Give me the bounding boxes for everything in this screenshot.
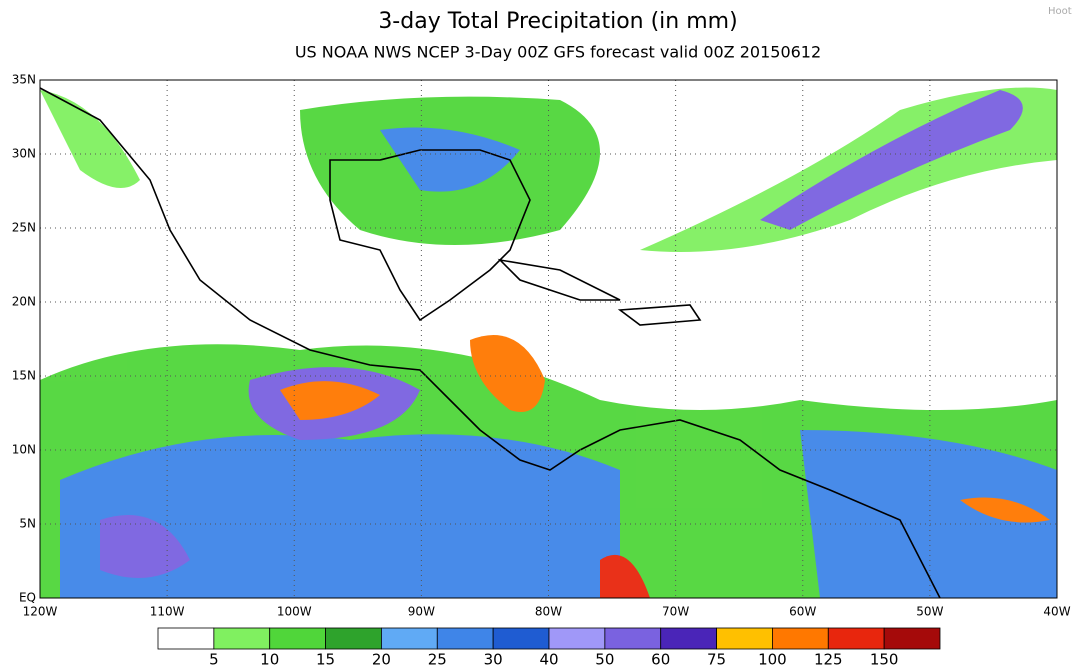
colorbar-label: 25 xyxy=(428,651,447,668)
colorbar-swatch xyxy=(772,627,829,650)
lat-label: 25N xyxy=(12,221,36,235)
colorbar-label: 5 xyxy=(209,651,219,668)
colorbar-swatch xyxy=(492,627,550,650)
colorbar-label: 60 xyxy=(651,651,670,668)
lat-label: 10N xyxy=(12,443,36,457)
lon-label: 50W xyxy=(916,605,943,619)
lon-label: 70W xyxy=(662,605,689,619)
colorbar-swatch xyxy=(269,627,326,650)
colorbar-label: 50 xyxy=(595,651,614,668)
lat-label: 5N xyxy=(19,517,36,531)
colorbar-label: 40 xyxy=(539,651,558,668)
colorbar-swatch xyxy=(381,627,438,650)
map-frame xyxy=(39,79,1058,599)
title: 3-day Total Precipitation (in mm) xyxy=(378,9,737,34)
lat-label: 20N xyxy=(12,295,36,309)
watermark: Hoot xyxy=(1048,6,1072,17)
lat-label: EQ xyxy=(19,591,36,605)
colorbar-label: 100 xyxy=(758,651,787,668)
colorbar-swatch xyxy=(325,627,382,650)
colorbar-swatch xyxy=(604,627,662,650)
colorbar-label: 10 xyxy=(260,651,279,668)
lat-label: 15N xyxy=(12,369,36,383)
lon-label: 120W xyxy=(23,605,58,619)
lon-label: 110W xyxy=(150,605,185,619)
lon-label: 60W xyxy=(789,605,816,619)
lat-label: 30N xyxy=(12,147,36,161)
colorbar-label: 20 xyxy=(372,651,391,668)
colorbar: 5 10 15 20 25 30 40 50 60 75 100 125 150 xyxy=(157,627,941,668)
colorbar-swatch xyxy=(548,627,606,650)
colorbar-swatch xyxy=(436,627,494,650)
colorbar-swatch xyxy=(157,627,215,650)
lon-label: 90W xyxy=(408,605,435,619)
colorbar-label: 150 xyxy=(870,651,899,668)
lon-label: 100W xyxy=(277,605,312,619)
colorbar-swatch xyxy=(660,627,717,650)
precip-field xyxy=(40,87,1057,598)
colorbar-label: 125 xyxy=(814,651,843,668)
colorbar-swatch xyxy=(827,627,885,650)
colorbar-swatch xyxy=(716,627,773,650)
lon-label: 80W xyxy=(535,605,562,619)
lon-label: 40W xyxy=(1043,605,1070,619)
colorbar-label: 75 xyxy=(707,651,726,668)
colorbar-label: 30 xyxy=(484,651,503,668)
subtitle: US NOAA NWS NCEP 3-Day 00Z GFS forecast … xyxy=(295,43,821,62)
map xyxy=(39,79,1058,599)
lat-label: 35N xyxy=(12,73,36,87)
colorbar-swatch xyxy=(883,627,941,650)
coastlines xyxy=(39,87,941,599)
colorbar-label: 15 xyxy=(316,651,335,668)
colorbar-swatch xyxy=(213,627,271,650)
